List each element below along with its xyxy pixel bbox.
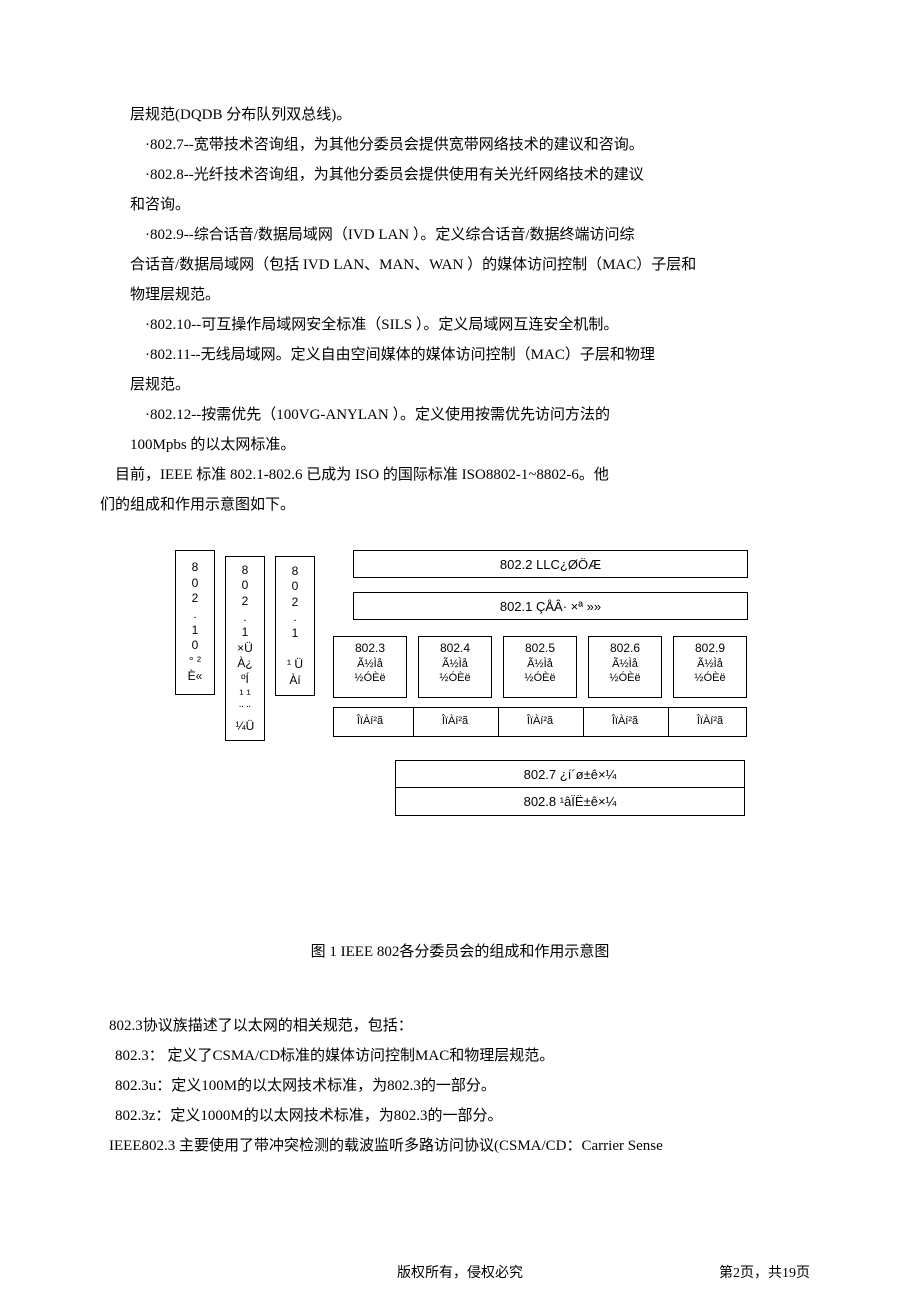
para-802-7: ·802.7--宽带技术咨询组，为其他分委员会提供宽带网络技术的建议和咨询。 <box>100 130 820 160</box>
diagram-physical-label-3: ÎïÀí²ã <box>588 715 662 727</box>
document-body: 层规范(DQDB 分布队列双总线)。 ·802.7--宽带技术咨询组，为其他分委… <box>100 100 820 520</box>
diagram-physical-label-0: ÎïÀí²ã <box>333 715 407 727</box>
para-802-10: ·802.10--可互操作局域网安全标准（SILS ）。定义局域网互连安全机制。 <box>100 310 820 340</box>
diagram-physical-label-2: ÎïÀí²ã <box>503 715 577 727</box>
diagram-physical-label-1: ÎïÀí²ã <box>418 715 492 727</box>
diagram-physical-label-4: ÎïÀí²ã <box>673 715 747 727</box>
line-802-3-intro: 802.3协议族描述了以太网的相关规范，包括： <box>100 1011 820 1041</box>
diagram-box-802-1-b: 8 0 2 . 1 ¹ Ü Àí <box>275 556 315 696</box>
diagram-divider-2 <box>583 707 584 737</box>
diagram-mid-box-802-4: 802.4Ã½Ìå ½ÓÈë <box>418 636 492 698</box>
diagram-box-802-2-llc: 802.2 LLC¿ØÖÆ <box>353 550 748 578</box>
diagram-divider-1 <box>498 707 499 737</box>
diagram-box-802-1-bridge: 802.1 ÇÅÂ· ×ª »» <box>353 592 748 620</box>
line-802-3: 802.3： 定义了CSMA/CD标准的媒体访问控制MAC和物理层规范。 <box>100 1041 820 1071</box>
para-802-11b: 层规范。 <box>100 370 820 400</box>
body-section-2: 802.3协议族描述了以太网的相关规范，包括： 802.3： 定义了CSMA/C… <box>100 1011 820 1161</box>
diagram-box-802-7: 802.7 ¿í´ø±ê×¼ <box>395 760 745 788</box>
diagram-box-802-8: 802.8 ¹âÏË±ê×¼ <box>395 788 745 816</box>
diagram-mid-box-802-9: 802.9Ã½Ìå ½ÓÈë <box>673 636 747 698</box>
para-802-9b: 合话音/数据局域网（包括 IVD LAN、MAN、WAN ）的媒体访问控制（MA… <box>100 250 820 280</box>
para-iso-b: 们的组成和作用示意图如下。 <box>100 490 820 520</box>
para-dqdb: 层规范(DQDB 分布队列双总线)。 <box>100 100 820 130</box>
diagram-divider-0 <box>413 707 414 737</box>
para-802-8b: 和咨询。 <box>100 190 820 220</box>
ieee-802-diagram: 8 0 2 . 1 0 ° ² È« 8 0 2 . 1 ×Ü À¿ ºÍ ¹ … <box>175 550 820 890</box>
diagram-mid-box-802-6: 802.6Ã½Ìå ½ÓÈë <box>588 636 662 698</box>
footer-page-number: 第2页，共19页 <box>719 1262 810 1282</box>
footer-copyright: 版权所有，侵权必究 <box>397 1262 523 1282</box>
diagram-box-802-1-a: 8 0 2 . 1 ×Ü À¿ ºÍ ¹ ¹ ¨ ¨ ¼Ü <box>225 556 265 741</box>
para-802-9c: 物理层规范。 <box>100 280 820 310</box>
line-csma-cd: IEEE802.3 主要使用了带冲突检测的载波监听多路访问协议(CSMA/CD：… <box>100 1131 820 1161</box>
diagram-box-802-10: 8 0 2 . 1 0 ° ² È« <box>175 550 215 695</box>
para-iso-a: 目前，IEEE 标准 802.1-802.6 已成为 ISO 的国际标准 ISO… <box>100 460 820 490</box>
diagram-mid-box-802-3: 802.3Ã½Ìå ½ÓÈë <box>333 636 407 698</box>
para-802-11a: ·802.11--无线局域网。定义自由空间媒体的媒体访问控制（MAC）子层和物理 <box>100 340 820 370</box>
para-802-8a: ·802.8--光纤技术咨询组，为其他分委员会提供使用有关光纤网络技术的建议 <box>100 160 820 190</box>
line-802-3u: 802.3u：定义100M的以太网技术标准，为802.3的一部分。 <box>100 1071 820 1101</box>
figure-caption: 图 1 IEEE 802各分委员会的组成和作用示意图 <box>100 940 820 961</box>
para-802-12a: ·802.12--按需优先（100VG-ANYLAN ）。定义使用按需优先访问方… <box>100 400 820 430</box>
para-802-9a: ·802.9--综合话音/数据局域网（IVD LAN ）。定义综合话音/数据终端… <box>100 220 820 250</box>
line-802-3z: 802.3z：定义1000M的以太网技术标准，为802.3的一部分。 <box>100 1101 820 1131</box>
para-802-12b: 100Mpbs 的以太网标准。 <box>100 430 820 460</box>
diagram-divider-3 <box>668 707 669 737</box>
diagram-mid-box-802-5: 802.5Ã½Ìå ½ÓÈë <box>503 636 577 698</box>
